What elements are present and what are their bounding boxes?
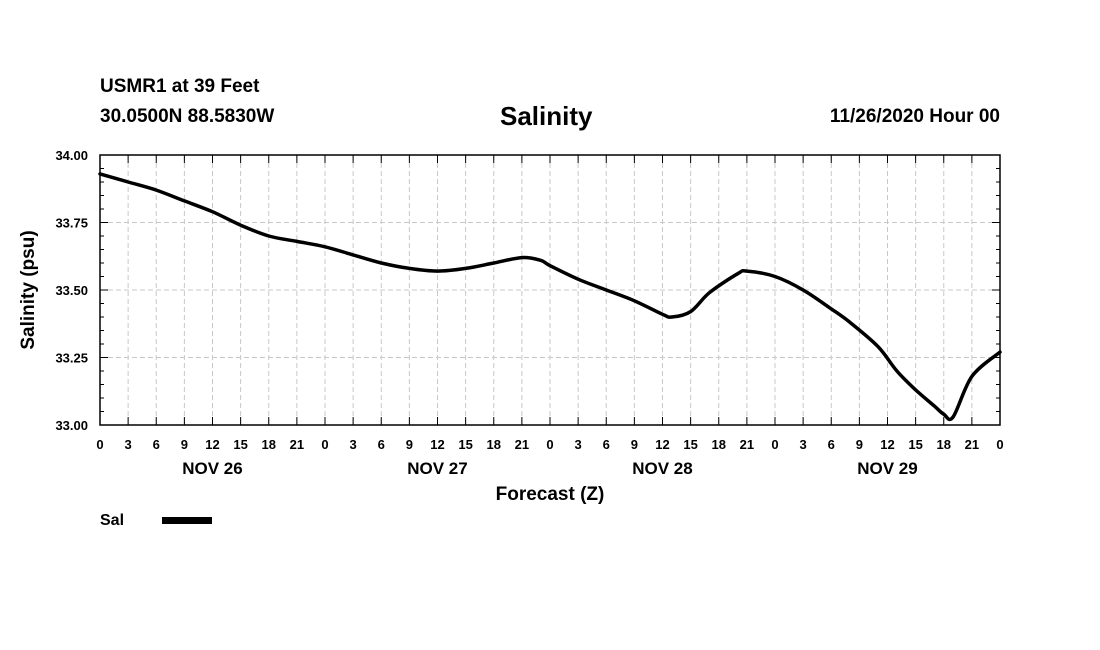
x-tick-label: 15 <box>233 437 247 452</box>
x-tick-label: 21 <box>515 437 529 452</box>
x-tick-label: 12 <box>205 437 219 452</box>
x-tick-label: 0 <box>771 437 778 452</box>
x-tick-label: 6 <box>153 437 160 452</box>
x-tick-label: 9 <box>406 437 413 452</box>
y-tick-label: 33.50 <box>55 283 88 298</box>
x-tick-label: 0 <box>546 437 553 452</box>
day-label: NOV 27 <box>407 459 467 478</box>
legend-label-sal: Sal <box>100 512 124 529</box>
x-tick-label: 15 <box>458 437 472 452</box>
chart-title: Salinity <box>500 101 593 131</box>
day-labels: NOV 26 NOV 27 NOV 28 NOV 29 <box>182 459 917 478</box>
y-tick-label: 33.25 <box>55 351 88 366</box>
x-tick-label: 3 <box>800 437 807 452</box>
x-tick-label: 21 <box>740 437 754 452</box>
x-tick-label: 3 <box>125 437 132 452</box>
x-tick-label: 21 <box>290 437 304 452</box>
x-tick-label: 12 <box>430 437 444 452</box>
x-tick-label: 6 <box>603 437 610 452</box>
y-tick-label: 33.00 <box>55 418 88 433</box>
x-tick-label: 12 <box>880 437 894 452</box>
x-tick-label: 0 <box>96 437 103 452</box>
x-tick-label: 18 <box>712 437 726 452</box>
x-tick-label: 0 <box>996 437 1003 452</box>
plot-frame <box>99 154 1001 426</box>
x-tick-label: 15 <box>683 437 697 452</box>
legend: Sal <box>100 512 212 529</box>
x-tick-label: 15 <box>908 437 922 452</box>
y-tick-label: 33.75 <box>55 216 88 231</box>
grid-lines <box>100 155 1000 425</box>
x-tick-label: 9 <box>631 437 638 452</box>
x-tick-label: 21 <box>965 437 979 452</box>
legend-swatch-sal <box>162 517 212 524</box>
y-tick-labels: 33.00 33.25 33.50 33.75 34.00 <box>55 148 88 433</box>
station-label: USMR1 at 39 Feet <box>100 76 260 97</box>
x-tick-label: 0 <box>321 437 328 452</box>
salinity-series-line <box>98 172 1002 422</box>
day-label: NOV 28 <box>632 459 692 478</box>
forecast-date-label: 11/26/2020 Hour 00 <box>829 106 1000 127</box>
day-label: NOV 26 <box>182 459 242 478</box>
x-tick-labels: 0 3 6 9 12 15 18 21 0 3 6 9 12 15 18 21 0 3 6 9 12 15 18 21 0 3 6 9… <box>96 437 1003 452</box>
x-tick-label: 9 <box>181 437 188 452</box>
x-tick-label: 18 <box>487 437 501 452</box>
x-tick-label: 6 <box>378 437 385 452</box>
x-axis-title: Forecast (Z) <box>496 484 605 505</box>
x-tick-label: 6 <box>828 437 835 452</box>
x-tick-label: 18 <box>262 437 276 452</box>
x-tick-label: 3 <box>350 437 357 452</box>
x-tick-label: 3 <box>575 437 582 452</box>
x-tick-label: 18 <box>937 437 951 452</box>
y-axis-title: Salinity (psu) <box>18 230 39 349</box>
x-tick-label: 9 <box>856 437 863 452</box>
day-label: NOV 29 <box>857 459 917 478</box>
x-tick-label: 12 <box>655 437 669 452</box>
y-tick-label: 34.00 <box>55 148 88 163</box>
coordinates-label: 30.0500N 88.5830W <box>100 106 275 127</box>
